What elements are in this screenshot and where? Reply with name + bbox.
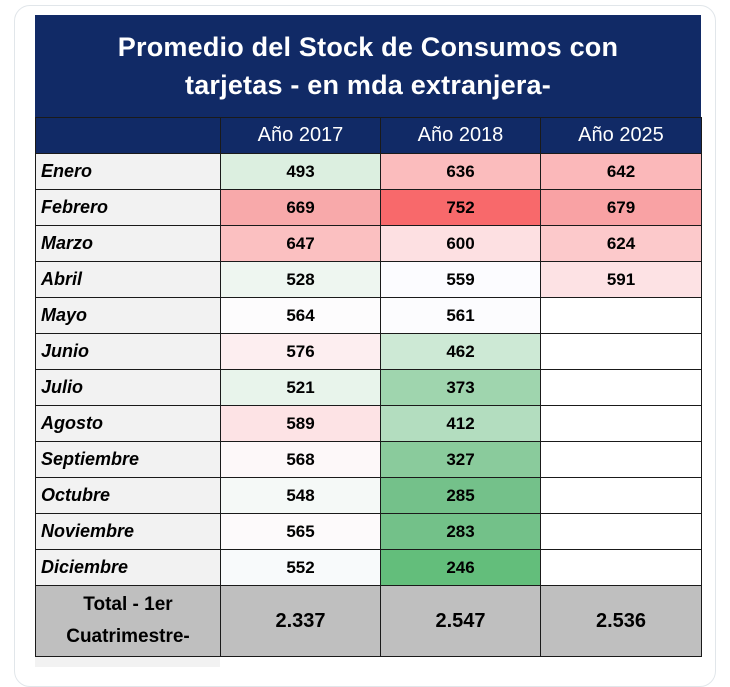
value-cell-2025: 642 [540,153,702,190]
value-cell-2017: 669 [220,189,381,226]
month-label: Mayo [35,297,221,334]
value-cell-2025 [540,333,702,370]
header-blank [35,117,221,154]
value-cell-2018: 373 [380,369,541,406]
value-cell-2025 [540,369,702,406]
table-row: Mayo 564 561 [35,297,702,334]
total-label-line-1: Total - 1er [83,594,173,615]
value-cell-2025 [540,513,702,550]
total-label: Total - 1er Cuatrimestre- [35,585,221,657]
value-cell-2018: 246 [380,549,541,586]
month-label: Julio [35,369,221,406]
table-row: Octubre 548 285 [35,477,702,514]
header-2018: Año 2018 [380,117,541,154]
value-cell-2018: 462 [380,333,541,370]
value-cell-2017: 589 [220,405,381,442]
table-row: Diciembre 552 246 [35,549,702,586]
value-cell-2025 [540,477,702,514]
value-cell-2025: 679 [540,189,702,226]
total-2018: 2.547 [380,585,541,657]
table-row: Julio 521 373 [35,369,702,406]
table-row: Enero 493 636 642 [35,153,702,190]
data-table: Año 2017 Año 2018 Año 2025 Enero 493 636 64… [35,117,702,657]
table-row: Noviembre 565 283 [35,513,702,550]
value-cell-2017: 568 [220,441,381,478]
month-label: Septiembre [35,441,221,478]
month-label: Diciembre [35,549,221,586]
value-cell-2025: 624 [540,225,702,262]
value-cell-2018: 636 [380,153,541,190]
table-row: Junio 576 462 [35,333,702,370]
value-cell-2017: 576 [220,333,381,370]
month-label: Febrero [35,189,221,226]
value-cell-2017: 493 [220,153,381,190]
value-cell-2018: 561 [380,297,541,334]
value-cell-2025 [540,297,702,334]
value-cell-2025: 591 [540,261,702,298]
value-cell-2017: 548 [220,477,381,514]
month-label: Octubre [35,477,221,514]
value-cell-2017: 552 [220,549,381,586]
total-label-line-2: Cuatrimestre- [66,626,190,647]
title-line-2: tarjetas - en mda extranjera- [185,70,551,100]
month-label: Marzo [35,225,221,262]
header-2025: Año 2025 [540,117,702,154]
total-2025: 2.536 [540,585,702,657]
value-cell-2025 [540,549,702,586]
stock-table-image: Promedio del Stock de Consumos con tarje… [35,15,702,667]
next-row-fragment [35,657,220,667]
value-cell-2025 [540,405,702,442]
month-label: Agosto [35,405,221,442]
month-label: Enero [35,153,221,190]
month-label: Noviembre [35,513,221,550]
value-cell-2018: 752 [380,189,541,226]
value-cell-2017: 564 [220,297,381,334]
month-label: Junio [35,333,221,370]
value-cell-2018: 327 [380,441,541,478]
value-cell-2017: 521 [220,369,381,406]
total-row: Total - 1er Cuatrimestre- 2.337 2.547 2.… [35,585,702,657]
table-row: Agosto 589 412 [35,405,702,442]
header-row: Año 2017 Año 2018 Año 2025 [35,117,702,154]
value-cell-2017: 565 [220,513,381,550]
table-title: Promedio del Stock de Consumos con tarje… [35,15,701,117]
table-row: Abril 528 559 591 [35,261,702,298]
value-cell-2018: 283 [380,513,541,550]
month-label: Abril [35,261,221,298]
title-line-1: Promedio del Stock de Consumos con [117,32,619,62]
value-cell-2018: 559 [380,261,541,298]
table-row: Marzo 647 600 624 [35,225,702,262]
value-cell-2025 [540,441,702,478]
total-2017: 2.337 [220,585,381,657]
table-row: Septiembre 568 327 [35,441,702,478]
header-2017: Año 2017 [220,117,381,154]
value-cell-2018: 285 [380,477,541,514]
value-cell-2017: 528 [220,261,381,298]
value-cell-2018: 412 [380,405,541,442]
value-cell-2018: 600 [380,225,541,262]
value-cell-2017: 647 [220,225,381,262]
table-row: Febrero 669 752 679 [35,189,702,226]
